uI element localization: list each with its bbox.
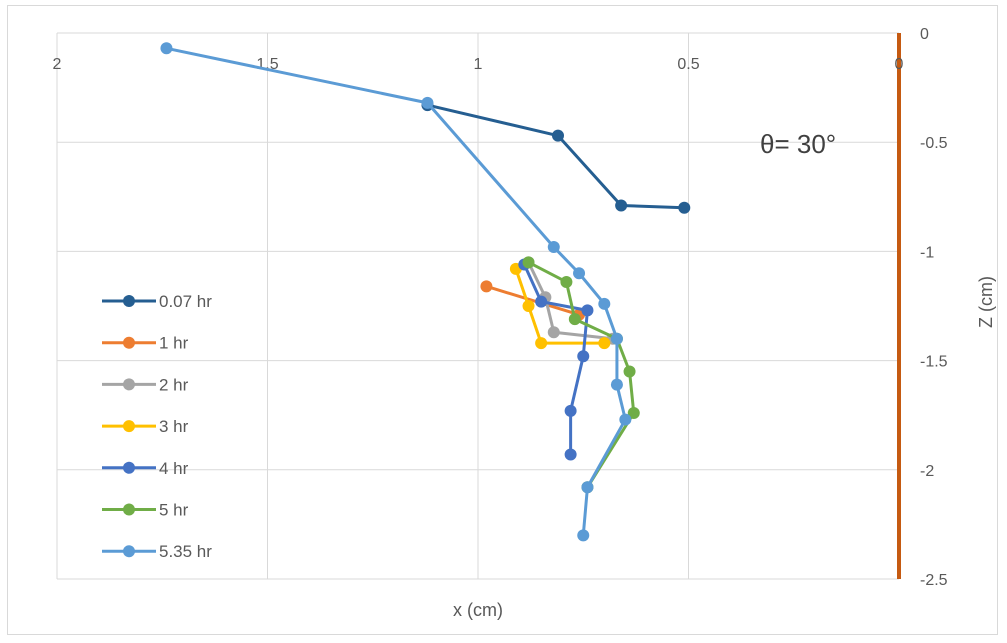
data-point <box>522 300 535 312</box>
legend-swatch-marker <box>123 378 135 391</box>
series-5 <box>522 256 640 494</box>
series-6 <box>160 42 632 542</box>
data-point <box>598 337 611 350</box>
y-tick-label: -1.5 <box>920 354 948 371</box>
data-point <box>568 313 581 326</box>
series-line <box>514 268 605 345</box>
y-tick-label: -1 <box>920 244 934 261</box>
legend-item: 1 hr <box>102 334 189 353</box>
data-point <box>610 332 623 345</box>
data-point <box>522 256 535 269</box>
series-line <box>527 261 613 341</box>
data-point <box>564 404 577 417</box>
legend-swatch-marker <box>123 420 135 433</box>
x-tick-label: 2 <box>53 56 62 73</box>
data-point <box>535 337 548 350</box>
legend-label: 3 hr <box>159 417 189 436</box>
data-point <box>535 295 548 308</box>
data-point <box>581 481 594 494</box>
series-4 <box>518 258 594 461</box>
angle-annotation: θ= 30° <box>760 129 836 159</box>
data-point <box>610 378 623 391</box>
legend-label: 4 hr <box>159 459 189 478</box>
series-line <box>522 263 589 455</box>
data-point <box>160 42 173 55</box>
data-point <box>581 304 594 317</box>
data-point <box>551 129 564 142</box>
data-point <box>564 448 577 461</box>
series-line <box>166 46 627 536</box>
y-axis-title: Z (cm) <box>976 276 996 328</box>
series-line <box>427 103 685 210</box>
y-tick-labels: 0 -0.5 -1 -1.5 -2 -2.5 <box>920 26 948 589</box>
legend-item: 5 hr <box>102 501 189 520</box>
series-0 <box>421 99 691 214</box>
data-point <box>480 280 493 293</box>
x-tick-label: 0.5 <box>677 56 699 73</box>
y-tick-label: -2.5 <box>920 572 948 589</box>
legend-item: 0.07 hr <box>102 292 212 311</box>
data-point <box>577 350 590 363</box>
data-point <box>547 241 560 254</box>
legend-label: 0.07 hr <box>159 292 212 311</box>
data-point <box>623 365 636 378</box>
y-tick-label: 0 <box>920 26 929 43</box>
data-point <box>619 413 632 426</box>
data-point <box>598 297 611 310</box>
legend-swatch-marker <box>123 503 135 516</box>
x-tick-labels: 2 1.5 1 0.5 0 <box>53 56 904 73</box>
legend-item: 4 hr <box>102 459 189 478</box>
data-point <box>547 326 560 339</box>
legend-item: 2 hr <box>102 375 189 394</box>
grid <box>56 32 900 580</box>
y-tick-label: -0.5 <box>920 135 948 152</box>
series-line <box>485 284 580 317</box>
y-tick-label: -2 <box>920 463 934 480</box>
legend-swatch-marker <box>123 461 135 474</box>
data-point <box>577 529 590 542</box>
legend-label: 5.35 hr <box>159 542 212 561</box>
x-axis-title: x (cm) <box>453 600 503 620</box>
legend-swatch-marker <box>123 545 135 558</box>
legend: 0.07 hr 1 hr 2 hr 3 hr 4 hr 5 hr 5.35 hr <box>102 292 212 561</box>
data-point <box>573 267 586 280</box>
data-point <box>421 96 434 109</box>
legend-item: 3 hr <box>102 417 189 436</box>
series-layer <box>160 42 691 542</box>
data-point <box>615 199 628 212</box>
legend-swatch-marker <box>123 295 135 307</box>
data-point <box>678 201 691 214</box>
legend-label: 5 hr <box>159 501 189 520</box>
x-tick-label: 1 <box>474 56 483 73</box>
legend-swatch-marker <box>123 336 135 349</box>
legend-label: 1 hr <box>159 334 189 353</box>
legend-label: 2 hr <box>159 375 189 394</box>
chart-frame <box>7 5 998 635</box>
data-point <box>627 407 640 420</box>
legend-item: 5.35 hr <box>102 542 212 561</box>
data-point <box>560 275 573 288</box>
x-tick-label: 0 <box>895 56 904 73</box>
